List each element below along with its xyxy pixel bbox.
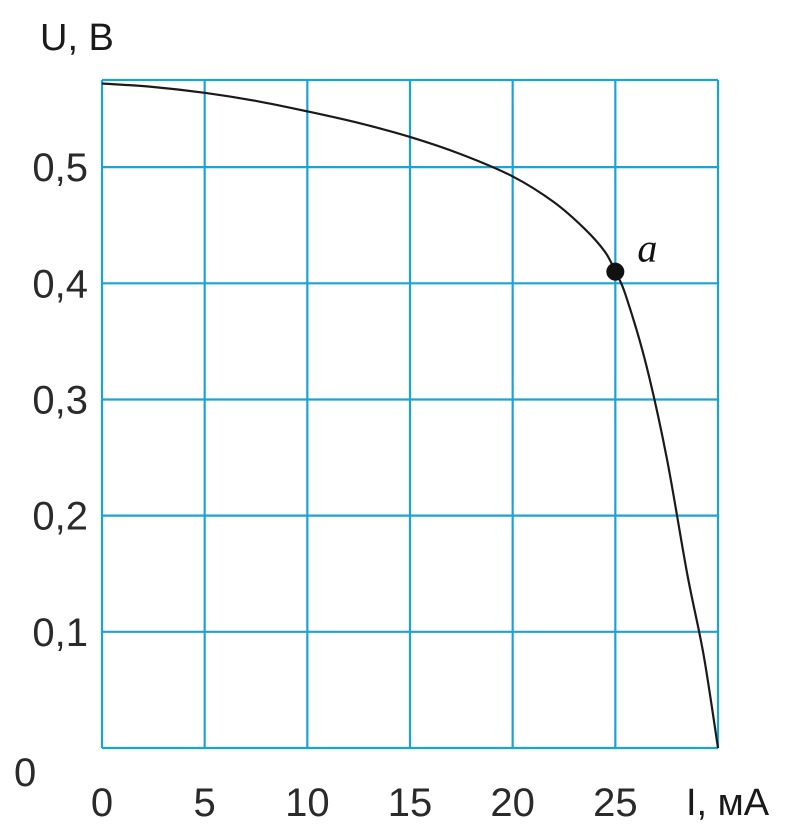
x-tick-label: 20	[490, 781, 535, 825]
x-tick-label: 0	[91, 781, 113, 825]
y-tick-label: 0,4	[32, 262, 88, 306]
y-tick-label: 0	[14, 751, 36, 795]
series-line	[101, 82, 720, 749]
point-a-label: a	[637, 226, 657, 271]
x-tick-label: 25	[593, 781, 638, 825]
x-axis-label: I, мА	[686, 782, 770, 824]
y-tick-label: 0,5	[32, 146, 88, 190]
point-a-marker	[606, 262, 625, 281]
x-tick-labels: 0 5 10 15 20 25	[91, 781, 638, 825]
annotations: a	[606, 226, 657, 281]
x-tick-label: 15	[388, 781, 433, 825]
y-tick-labels: 0 0,1 0,2 0,3 0,4 0,5	[14, 146, 88, 795]
x-tick-label: 5	[194, 781, 216, 825]
x-tick-label: 10	[285, 781, 330, 825]
y-tick-label: 0,3	[32, 378, 88, 422]
y-tick-label: 0,2	[32, 495, 88, 539]
y-tick-label: 0,1	[32, 611, 88, 655]
y-axis-label: U, В	[40, 17, 114, 59]
grid	[100, 78, 720, 750]
